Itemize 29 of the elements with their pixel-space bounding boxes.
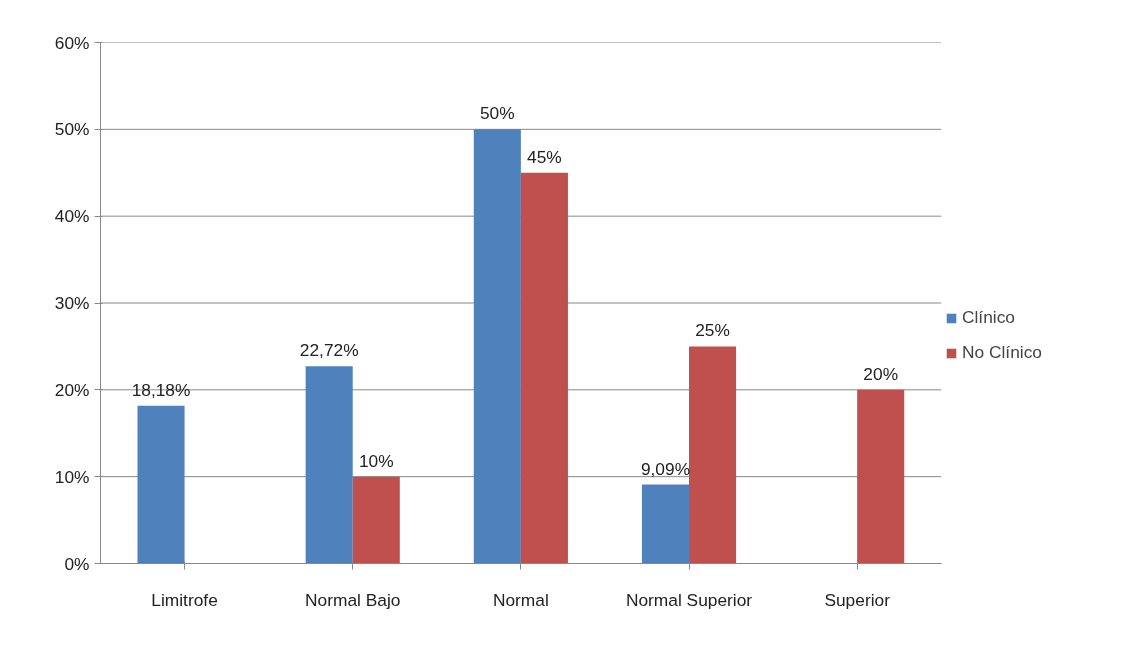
data-label: 20% bbox=[863, 363, 899, 384]
data-label: 45% bbox=[527, 146, 562, 167]
data-label: 18,18% bbox=[131, 379, 191, 400]
legend-label: Clínico bbox=[962, 307, 1015, 328]
data-label: 25% bbox=[695, 320, 730, 341]
bar bbox=[689, 346, 737, 564]
y-tick-label: 40% bbox=[54, 206, 90, 227]
bar bbox=[520, 172, 568, 564]
bar bbox=[305, 366, 353, 564]
bar bbox=[352, 476, 400, 564]
bar bbox=[641, 484, 690, 564]
bar bbox=[857, 389, 905, 564]
legend-label: No Clínico bbox=[962, 342, 1042, 363]
y-tick-label: 50% bbox=[54, 119, 90, 140]
y-tick-label: 20% bbox=[54, 379, 90, 400]
y-tick-label: 0% bbox=[64, 553, 90, 574]
data-label: 50% bbox=[479, 103, 515, 124]
x-tick-label: Normal Bajo bbox=[305, 589, 401, 610]
bar bbox=[137, 405, 185, 564]
x-tick-label: Normal bbox=[492, 589, 549, 610]
x-tick-label: Superior bbox=[824, 589, 891, 610]
y-tick-label: 30% bbox=[54, 293, 90, 313]
data-label: 10% bbox=[358, 450, 394, 471]
x-tick-label: Limitrofe bbox=[151, 589, 218, 610]
y-tick-label: 10% bbox=[54, 466, 90, 487]
x-tick-label: Normal Superior bbox=[625, 589, 753, 610]
bar bbox=[473, 129, 521, 564]
y-tick-label: 60% bbox=[54, 32, 90, 53]
data-label: 22,72% bbox=[299, 340, 359, 361]
